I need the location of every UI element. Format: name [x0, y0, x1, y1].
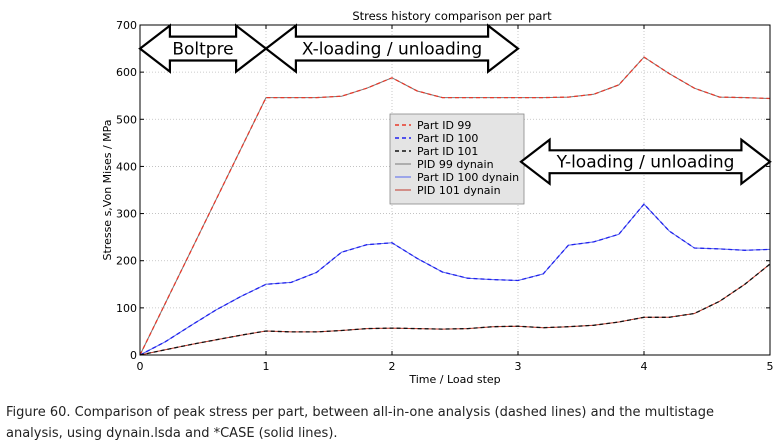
- legend-label-3: Part ID 101: [417, 145, 478, 158]
- x-tick-label: 4: [641, 360, 648, 373]
- annotation-arrow-2: X-loading / unloading: [264, 23, 520, 74]
- legend-label-5: Part ID 100 dynain: [417, 171, 519, 184]
- y-tick-label: 300: [116, 208, 137, 221]
- annotation-label-2: X-loading / unloading: [302, 40, 482, 60]
- x-tick-label: 2: [389, 360, 396, 373]
- caption-line-2: analysis, using dynain.lsda and *CASE (s…: [6, 426, 338, 441]
- series-line-3: [139, 263, 771, 356]
- legend-label-1: Part ID 99: [417, 119, 471, 132]
- x-tick-label: 3: [515, 360, 522, 373]
- y-tick-label: 0: [130, 349, 137, 362]
- y-axis-label: Stresse s,Von Mises / MPa: [101, 119, 114, 260]
- plot-frame: [139, 24, 771, 356]
- caption-line-1: Figure 60. Comparison of peak stress per…: [6, 405, 714, 420]
- x-axis-label: Time / Load step: [408, 373, 500, 386]
- series-line-2: [139, 203, 771, 356]
- annotation-arrow-shape: [264, 23, 520, 74]
- x-tick-label: 5: [767, 360, 774, 373]
- y-tick-label: 200: [116, 255, 137, 268]
- annotation-arrow-1: Boltpre: [138, 23, 268, 74]
- x-tick-label: 1: [263, 360, 270, 373]
- y-tick-label: 400: [116, 160, 137, 173]
- annotation-label-3: Y-loading / unloading: [556, 153, 735, 173]
- legend-label-6: PID 101 dynain: [417, 184, 501, 197]
- y-tick-label: 700: [116, 19, 137, 32]
- stress-history-chart: 0 100 200 300 400 500 600 700 0 1 2 3 4 5 Stress histo…: [101, 9, 774, 386]
- legend-label-4: PID 99 dynain: [417, 158, 494, 171]
- annotation-label-1: Boltpre: [172, 40, 233, 60]
- series-line-1: [139, 56, 771, 356]
- figure-caption: Figure 60. Comparison of peak stress per…: [6, 402, 778, 444]
- y-tick-label: 600: [116, 66, 137, 79]
- x-tick-label: 0: [137, 360, 144, 373]
- annotation-arrow-3: Y-loading / unloading: [519, 137, 772, 186]
- chart-title: Stress history comparison per part: [352, 9, 552, 23]
- y-tick-label: 500: [116, 113, 137, 126]
- legend-label-2: Part ID 100: [417, 132, 478, 145]
- annotation-arrow-shape: [519, 137, 772, 186]
- y-tick-label: 100: [116, 302, 137, 315]
- legend-box: [389, 113, 525, 205]
